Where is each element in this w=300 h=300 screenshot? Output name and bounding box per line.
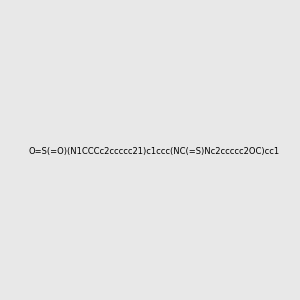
- Text: O=S(=O)(N1CCCc2ccccc21)c1ccc(NC(=S)Nc2ccccc2OC)cc1: O=S(=O)(N1CCCc2ccccc21)c1ccc(NC(=S)Nc2cc…: [28, 147, 279, 156]
